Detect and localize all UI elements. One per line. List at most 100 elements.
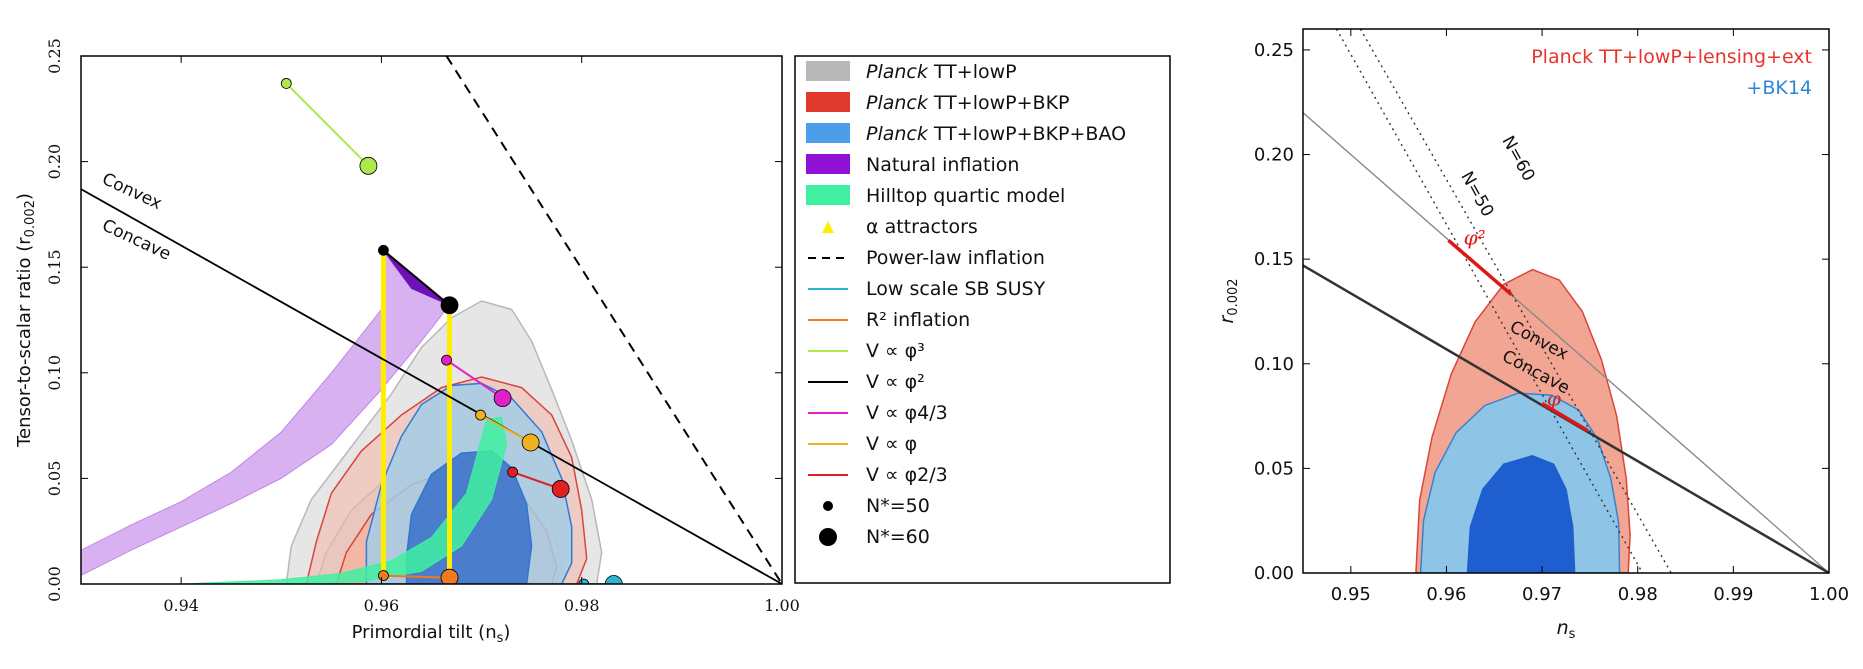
model-line-1	[382, 249, 451, 306]
legend-label-5: α attractors	[866, 216, 978, 238]
right-ytick-label: 0.25	[1254, 40, 1294, 61]
left-ytick-label: 0.00	[45, 566, 64, 602]
legend-label-text: V ∝ φ4/3	[866, 402, 948, 424]
model-point-n60-2	[493, 389, 512, 408]
left-xtick-label: 0.94	[163, 596, 199, 615]
legend-swatch-2	[806, 123, 850, 143]
legend-label-15: N*=60	[866, 526, 930, 548]
model-point-n60-0	[359, 156, 378, 175]
left-ytick-label: 0.10	[45, 355, 64, 391]
legend-label-text: TT+lowP+BKP+BAO	[928, 123, 1126, 145]
model-point-n50-1	[378, 244, 389, 256]
legend-label-italic: Planck	[866, 123, 929, 145]
right-xtick-label: 0.96	[1426, 584, 1466, 605]
legend-label-italic: Planck	[866, 61, 929, 83]
left-ytick-label: 0.25	[45, 38, 64, 74]
model-point-n50-5	[378, 570, 389, 581]
model-point-n50-4	[507, 466, 519, 478]
legend-label-text: Natural inflation	[866, 154, 1019, 176]
legend-label-text: V ∝ φ	[866, 433, 917, 455]
left-ytick-label: 0.05	[45, 461, 64, 497]
right-xtick-label: 0.97	[1522, 584, 1562, 605]
right-plot-area	[1303, 29, 1829, 573]
right-ytick-label: 0.10	[1254, 354, 1294, 375]
model-point-n50-0	[280, 78, 292, 89]
model-line-5	[383, 574, 450, 579]
right-line-n-60	[1359, 29, 1672, 573]
legend-label-text: Power-law inflation	[866, 247, 1045, 269]
legend-label-11: V ∝ φ4/3	[866, 402, 948, 424]
right-phi-label-4: φ²	[1464, 226, 1486, 250]
legend-label-4: Hilltop quartic model	[866, 185, 1065, 207]
right-ytick-label: 0.15	[1254, 249, 1294, 270]
legend-dot-small	[823, 501, 833, 511]
left-plot-area	[81, 56, 782, 584]
legend-label-text: N*=60	[866, 526, 930, 548]
legend-swatch-4	[806, 185, 850, 205]
legend-label-9: V ∝ φ³	[866, 340, 925, 362]
right-axes-frame	[1302, 28, 1830, 574]
legend-label-text: α attractors	[866, 216, 978, 238]
model-line-0	[285, 82, 370, 167]
model-point-n60-6	[604, 575, 623, 584]
legend-swatch-1	[806, 92, 850, 112]
right-line-phi2-red	[1447, 238, 1513, 297]
right-xtick-label: 0.98	[1618, 584, 1658, 605]
left-xtick-label: 0.96	[364, 596, 400, 615]
right-ytick-label: 0.20	[1254, 145, 1294, 166]
convex-concave-line	[81, 188, 782, 584]
legend-swatch-3	[806, 154, 850, 174]
legend-label-text: Low scale SB SUSY	[866, 278, 1046, 300]
legend-label-text: N*=50	[866, 495, 930, 517]
model-point-n60-5	[440, 568, 459, 584]
legend-label-text: Hilltop quartic model	[866, 185, 1065, 207]
legend-label-text: TT+lowP	[928, 61, 1017, 83]
left-x-axis-label: Primordial tilt (ns)	[352, 622, 511, 646]
right-title-blue: +BK14	[1746, 77, 1812, 99]
legend-label-8: R² inflation	[866, 309, 970, 331]
model-line-2	[445, 359, 504, 399]
legend-label-13: V ∝ φ2/3	[866, 464, 948, 486]
legend-triangle-5	[822, 221, 834, 233]
legend-label-10: V ∝ φ²	[866, 371, 925, 393]
legend-label-0: Planck TT+lowP	[866, 61, 1017, 83]
left-ticks: 0.94 0.96 0.98 1.00 0.00 0.05 0.10 0.15 0.20 0.25	[45, 38, 800, 615]
left-y-axis-label: Tensor-to-scalar ratio (r0.002)	[14, 193, 38, 448]
legend-label-text: V ∝ φ³	[866, 340, 925, 362]
legend-label-1: Planck TT+lowP+BKP	[866, 92, 1069, 114]
legend-label-12: V ∝ φ	[866, 433, 917, 455]
legend-label-14: N*=50	[866, 495, 930, 517]
legend-label-text: V ∝ φ²	[866, 371, 925, 393]
right-ticks: 0.95 0.96 0.97 0.98 0.99 1.00 0.00 0.05 0.10 0.15…	[1254, 29, 1849, 605]
model-line-3	[480, 414, 532, 444]
model-point-n60-4	[551, 480, 570, 498]
right-xtick-label: 1.00	[1809, 584, 1849, 605]
right-line-convex-grey	[1303, 112, 1829, 573]
model-point-n60-1	[440, 296, 459, 315]
model-point-n50-2	[441, 354, 452, 366]
legend-label-2: Planck TT+lowP+BKP+BAO	[866, 123, 1126, 145]
model-point-n50-3	[475, 409, 486, 421]
legend-label-text: R² inflation	[866, 309, 970, 331]
right-phi-label-5: φ	[1547, 387, 1561, 411]
right-ytick-label: 0.05	[1254, 458, 1294, 479]
legend-label-3: Natural inflation	[866, 154, 1019, 176]
right-line-n-50	[1335, 29, 1644, 573]
legend-swatch-0	[806, 61, 850, 81]
right-y-axis-label: r0.002	[1216, 278, 1241, 323]
right-line-phi-red	[1541, 401, 1589, 433]
right-x-axis-label: ns	[1557, 617, 1576, 642]
right-xtick-label: 0.95	[1331, 584, 1371, 605]
left-xtick-label: 0.98	[564, 596, 600, 615]
right-contour-2	[1466, 455, 1576, 573]
model-point-n60-3	[521, 433, 540, 452]
legend-frame	[794, 55, 1171, 584]
legend-label-italic: Planck	[866, 92, 929, 114]
left-xtick-label: 1.00	[764, 596, 800, 615]
legend-label-7: Low scale SB SUSY	[866, 278, 1046, 300]
legend-label-text: V ∝ φ2/3	[866, 464, 948, 486]
left-axes-frame	[80, 55, 783, 585]
